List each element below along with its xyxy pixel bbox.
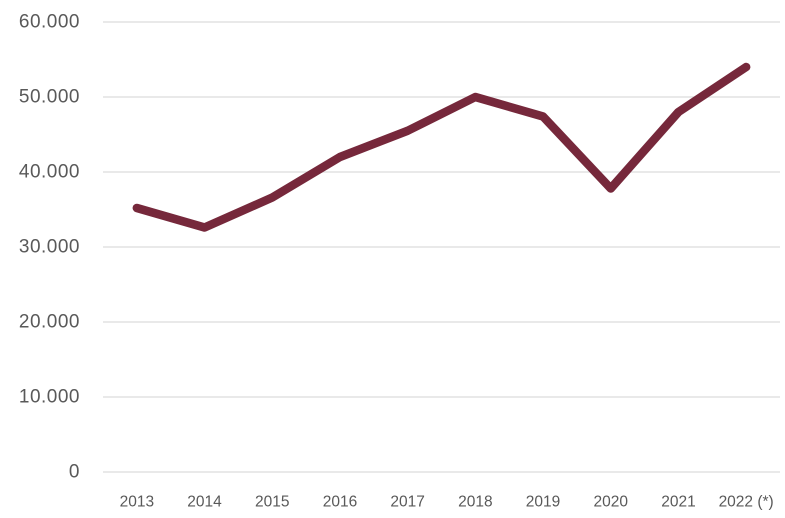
- x-axis-tick-label: 2014: [187, 493, 222, 510]
- x-axis-tick-label: 2015: [255, 493, 289, 510]
- x-axis-tick-label: 2020: [594, 493, 629, 510]
- y-axis-tick-label: 60.000: [19, 12, 80, 33]
- x-axis-tick-label: 2016: [323, 493, 357, 510]
- y-axis-tick-label: 20.000: [19, 312, 80, 333]
- x-axis-tick-label: 2018: [458, 493, 492, 510]
- y-axis-tick-label: 30.000: [19, 237, 80, 258]
- x-axis-tick-label: 2017: [390, 493, 424, 510]
- y-axis-tick-label: 0: [69, 462, 80, 483]
- y-axis-tick-label: 50.000: [19, 87, 80, 108]
- x-axis-tick-label: 2019: [526, 493, 560, 510]
- data-series-line: [132, 62, 751, 232]
- x-axis-tick-label: 2022 (*): [719, 493, 774, 510]
- x-axis-tick-label: 2021: [661, 493, 695, 510]
- y-axis-tick-label: 40.000: [19, 162, 80, 183]
- y-axis-tick-label: 10.000: [19, 387, 80, 408]
- x-axis-tick-label: 2013: [120, 493, 154, 510]
